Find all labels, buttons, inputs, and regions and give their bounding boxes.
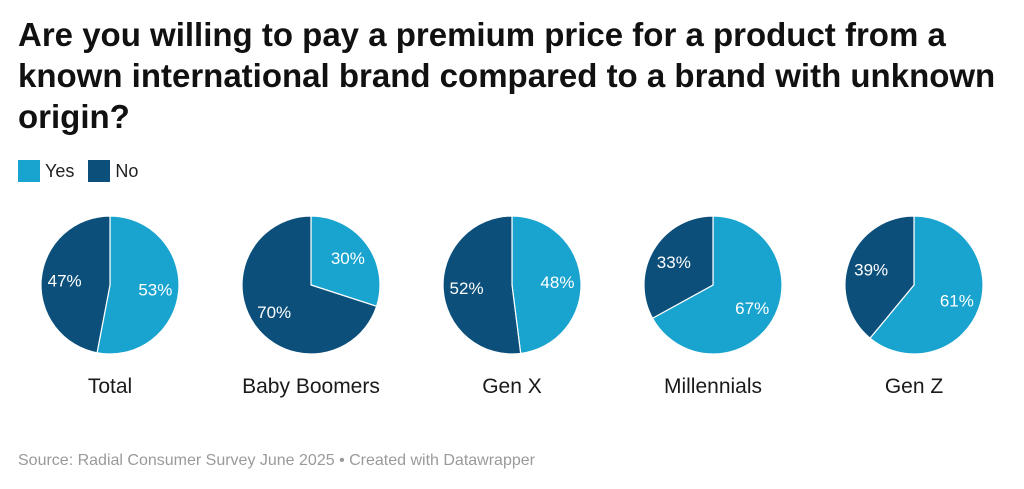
- pie-chart-gen-x: 48% 52% Gen X: [412, 215, 612, 415]
- chart-title: Are you willing to pay a premium price f…: [18, 16, 996, 135]
- slice-label-no: 70%: [257, 303, 291, 322]
- legend-label-yes: Yes: [45, 160, 75, 181]
- pie-svg: 67% 33%: [643, 215, 783, 355]
- slice-label-yes: 53%: [138, 280, 172, 299]
- pie-slice-yes: [869, 215, 984, 355]
- pie-slice-no: [643, 215, 714, 320]
- pie-svg: 53% 47%: [40, 215, 180, 355]
- slice-label-yes: 30%: [331, 249, 365, 268]
- pie-svg: 61% 39%: [844, 215, 984, 355]
- pie-slice-no: [844, 215, 915, 340]
- pie-svg: 48% 52%: [442, 215, 582, 355]
- pie-category-label: Gen Z: [884, 375, 944, 398]
- pie-slice-no: [40, 215, 111, 354]
- legend-item-no: No: [88, 160, 138, 182]
- pie-charts-row: 53% 47% Total 30% 70% Baby Boomers 48% 52% Gen X…: [0, 215, 1024, 415]
- slice-label-no: 39%: [854, 261, 888, 280]
- legend: Yes No: [18, 160, 152, 182]
- pie-slice-no: [442, 215, 522, 355]
- pie-chart-gen-z: 61% 39% Gen Z: [814, 215, 1014, 415]
- legend-label-no: No: [115, 160, 139, 181]
- pie-chart-total: 53% 47% Total: [10, 215, 210, 415]
- legend-swatch-no: [88, 160, 111, 182]
- pie-chart-millennials: 67% 33% Millennials: [613, 215, 813, 415]
- pie-slice-yes: [96, 215, 180, 355]
- pie-svg: 30% 70%: [241, 215, 381, 355]
- pie-slice-yes: [511, 215, 582, 355]
- pie-category-label: Gen X: [482, 375, 542, 398]
- slice-label-no: 52%: [450, 279, 484, 298]
- pie-chart-baby-boomers: 30% 70% Baby Boomers: [211, 215, 411, 415]
- slice-label-yes: 61%: [940, 291, 974, 310]
- slice-label-no: 47%: [48, 272, 82, 291]
- slice-label-yes: 67%: [735, 299, 769, 318]
- source-note: Source: Radial Consumer Survey June 2025…: [18, 452, 535, 469]
- pie-category-label: Baby Boomers: [242, 375, 380, 398]
- pie-slice-no: [241, 215, 378, 355]
- slice-label-yes: 48%: [540, 273, 574, 292]
- pie-slice-yes: [310, 215, 381, 308]
- legend-swatch-yes: [18, 160, 40, 182]
- pie-category-label: Millennials: [663, 375, 763, 398]
- slice-label-no: 33%: [657, 253, 691, 272]
- pie-category-label: Total: [87, 375, 133, 398]
- pie-slice-yes: [651, 215, 783, 355]
- legend-item-yes: Yes: [18, 160, 74, 182]
